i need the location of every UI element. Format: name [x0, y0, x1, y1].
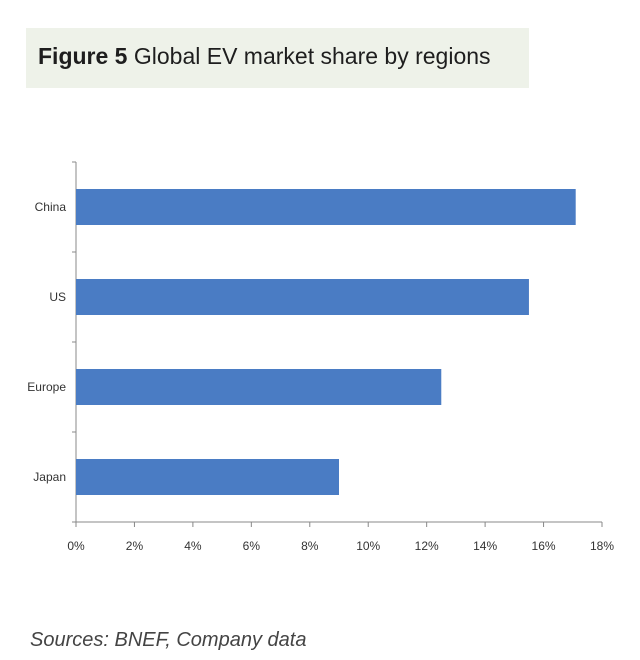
chart-title: Figure 5 Global EV market share by regio… [38, 43, 491, 70]
bar-chart: China US Europe Japan 0% 2% 4% 6% 8% 10% 12% 14% 16%… [27, 161, 614, 553]
title-banner: Figure 5 Global EV market share by regio… [26, 28, 529, 88]
bar-japan [76, 459, 339, 495]
x-tick-label: 0% [67, 539, 85, 553]
x-tick-label: 14% [473, 539, 497, 553]
bar-europe [76, 369, 442, 405]
x-tick-label: 6% [243, 539, 261, 553]
x-tick-label: 16% [532, 539, 556, 553]
category-label: China [35, 200, 67, 214]
x-tick-label: 4% [184, 539, 202, 553]
bar-us [76, 279, 529, 315]
bar-china [76, 189, 576, 225]
source-note: Sources: BNEF, Company data [30, 629, 307, 651]
category-label: Europe [27, 380, 66, 394]
x-tick-label: 12% [415, 539, 439, 553]
x-tick-label: 8% [301, 539, 319, 553]
x-tick-label: 10% [356, 539, 380, 553]
category-label: US [49, 290, 66, 304]
x-tick-label: 2% [126, 539, 144, 553]
category-label: Japan [33, 470, 66, 484]
x-tick-label: 18% [590, 539, 614, 553]
figure-title: Global EV market share by regions [133, 43, 491, 69]
figure-number: Figure 5 [38, 43, 128, 69]
